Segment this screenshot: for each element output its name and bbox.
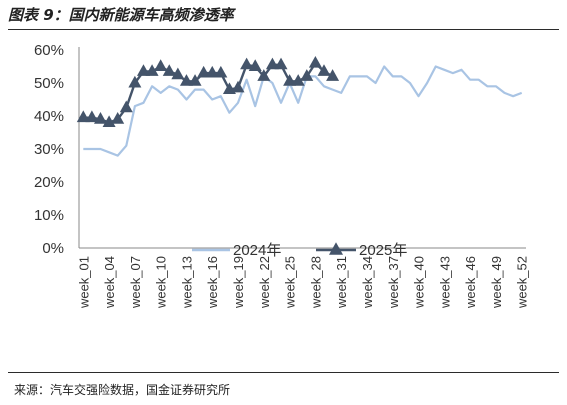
series-2025-marker <box>76 110 90 123</box>
series-2025-marker <box>102 115 116 128</box>
y-tick-label: 40% <box>34 108 64 125</box>
legend-2025-label: 2025年 <box>359 242 407 259</box>
x-tick-label: week_37 <box>386 256 401 309</box>
y-tick-label: 0% <box>42 240 64 257</box>
y-tick-label: 10% <box>34 207 64 224</box>
series-2025-marker <box>154 59 168 71</box>
x-tick-label: week_43 <box>437 256 452 309</box>
series-2025-marker <box>171 67 185 80</box>
series-2025-marker <box>188 74 202 86</box>
x-tick-label: week_31 <box>334 256 349 309</box>
chart-title: 图表 9：国内新能源车高频渗透率 <box>8 6 234 24</box>
series-2025-marker <box>197 65 211 78</box>
x-axis: week_01 week_04 week_07 week_10 week_13 week_… <box>76 247 530 309</box>
series-2025-marker <box>248 59 262 71</box>
series-2025-marker <box>265 57 279 70</box>
series-2025-marker <box>240 57 254 70</box>
y-tick-label: 50% <box>34 75 64 92</box>
source-divider <box>8 372 559 373</box>
series-2025-marker <box>119 100 133 113</box>
x-tick-label: week_22 <box>257 256 272 309</box>
legend-2024-label: 2024年 <box>233 242 281 259</box>
x-tick-label: week_01 <box>76 256 91 309</box>
series-2025-marker <box>128 75 142 88</box>
series-2025-marker <box>231 80 245 93</box>
y-tick-label: 30% <box>34 141 64 158</box>
x-tick-label: week_04 <box>102 256 117 309</box>
x-tick-label: week_16 <box>205 256 220 309</box>
x-tick-label: week_40 <box>412 256 427 309</box>
x-tick-label: week_52 <box>515 256 530 309</box>
series-2025-marker <box>111 112 125 124</box>
series-2025-marker <box>283 74 297 86</box>
series-2025-marker <box>85 110 99 123</box>
series-2025-marker <box>136 64 150 76</box>
series-2025-marker <box>291 74 305 86</box>
series-2025-marker <box>162 64 176 76</box>
source-note: 来源：汽车交强险数据，国金证券研究所 <box>14 383 231 397</box>
x-tick-label: week_25 <box>283 256 298 309</box>
series-2025-line <box>83 62 334 124</box>
x-tick-label: week_49 <box>489 256 504 309</box>
legend: 2024年 2025年 <box>192 242 407 259</box>
x-tick-label: week_07 <box>128 256 143 309</box>
series-2025-marker <box>326 69 340 81</box>
x-tick-label: week_10 <box>154 256 169 309</box>
series-2025-marker <box>214 65 228 78</box>
series-layer <box>76 55 523 157</box>
legend-2025-marker <box>329 242 343 255</box>
x-tick-label: week_34 <box>360 256 375 309</box>
y-tick-label: 20% <box>34 174 64 191</box>
series-2025-marker <box>179 74 193 86</box>
x-tick-label: week_13 <box>179 256 194 309</box>
x-tick-label: week_28 <box>308 256 323 309</box>
series-2025-marker <box>317 64 331 76</box>
y-axis: 0% 10% 20% 30% 40% 50% 60% <box>34 42 80 257</box>
series-2025-marker <box>257 69 271 81</box>
y-tick-label: 60% <box>34 42 64 59</box>
series-2024-line <box>83 65 523 157</box>
chart-plot: 0%10%20%30%40%50%60% week_01 week_04 week_… <box>34 42 530 309</box>
title-divider <box>8 29 559 30</box>
x-tick-label: week_19 <box>231 256 246 309</box>
series-2025-marker <box>274 57 288 70</box>
series-2025-marker <box>205 65 219 78</box>
series-2025-marker <box>300 69 314 81</box>
series-2025-marker <box>93 112 107 124</box>
x-tick-label: week_46 <box>463 256 478 309</box>
series-2025-marker <box>145 64 159 76</box>
series-2025-marker <box>308 55 322 68</box>
